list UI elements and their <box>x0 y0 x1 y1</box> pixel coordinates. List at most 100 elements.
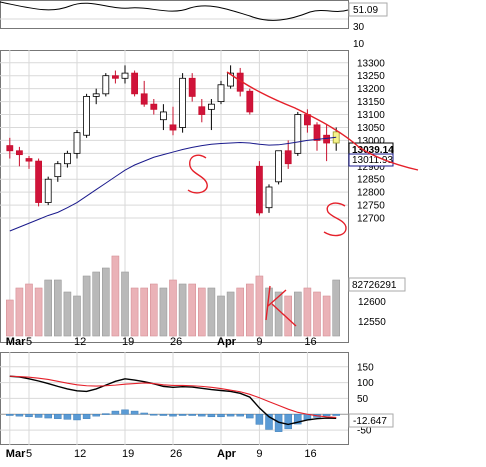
macd-histogram-bar <box>332 414 340 416</box>
macd-histogram-bar <box>294 414 302 425</box>
x-tick-label: Apr <box>217 336 237 348</box>
candle-body <box>131 72 139 95</box>
price-tick-label: 13100 <box>357 110 385 121</box>
candle-body <box>198 106 206 115</box>
last-price-label: 13039.14 <box>352 145 394 156</box>
volume-bar <box>150 283 158 337</box>
macd-histogram-bar <box>63 414 72 420</box>
macd-histogram-bar <box>246 414 254 419</box>
x-tick-label: 19 <box>122 448 134 460</box>
handwritten-annotations <box>187 71 419 327</box>
volume-tick-12600: 12600 <box>358 297 386 308</box>
top-indicator-tick-10: 10 <box>353 39 365 50</box>
candles <box>6 65 340 216</box>
candle-body <box>140 93 148 105</box>
macd-histogram-bar <box>217 414 225 418</box>
volume-bar <box>140 287 148 337</box>
price-tick-label: 13150 <box>357 97 385 108</box>
macd-line <box>9 375 337 426</box>
macd-grid <box>0 352 348 445</box>
top-indicator-value-box <box>348 2 388 17</box>
macd-histogram-bar <box>73 414 81 421</box>
x-tick-label: 19 <box>122 336 134 348</box>
macd-histogram-bar <box>25 414 33 418</box>
x-tick-label: Mar <box>6 448 26 460</box>
price-tick-label: 13000 <box>357 136 385 147</box>
volume-bar <box>44 279 53 337</box>
x-tick-label: Mar <box>6 336 26 348</box>
volume-bar <box>102 267 110 337</box>
candle-body <box>83 96 90 136</box>
candle-body <box>44 178 52 203</box>
macd-histogram-bar <box>265 414 273 430</box>
x-tick-label: 16 <box>304 336 316 348</box>
volume-bar <box>332 279 341 337</box>
volume-bar <box>121 271 129 337</box>
candle-body <box>159 111 167 121</box>
top-indicator-panel: 51.09 30 10 <box>0 0 388 50</box>
volume-bar <box>25 283 33 337</box>
volume-bar <box>246 283 254 337</box>
candle-body <box>217 84 225 102</box>
annotation-s-left <box>187 154 208 194</box>
volume-bar <box>15 287 24 337</box>
volume-bar <box>255 275 264 337</box>
candle-body <box>323 134 331 144</box>
volume-bar <box>207 287 216 337</box>
volume-bar <box>111 255 120 337</box>
ma-value-label: 13011.93 <box>352 155 393 166</box>
macd-histogram-bar <box>121 409 129 415</box>
volume-bar <box>198 287 206 337</box>
candle-body <box>25 158 33 162</box>
macd-tick-label: 50 <box>357 394 369 405</box>
candle-body <box>150 103 158 110</box>
x-tick-label: 5 <box>26 448 32 460</box>
price-tick-label: 13200 <box>357 84 385 95</box>
x-tick-label: 16 <box>304 448 316 460</box>
macd-histogram-bar <box>102 413 110 415</box>
candle-body <box>102 75 110 95</box>
candle-body <box>265 186 273 209</box>
candle-body <box>179 77 187 128</box>
macd-x-axis: Mar 5 12 19 26 Apr 9 16 <box>6 448 317 460</box>
macd-histogram-bar <box>159 414 168 416</box>
macd-histogram-bar <box>92 414 100 417</box>
macd-panel: 150 100 50 -50 -12.647 <box>0 352 394 445</box>
volume-bar <box>34 287 43 337</box>
x-tick-label: 5 <box>26 336 32 348</box>
price-tick-label: 12800 <box>357 188 385 199</box>
x-tick-label: 26 <box>170 336 182 348</box>
macd-histogram-bar <box>140 412 148 415</box>
candle-body <box>284 150 292 165</box>
macd-histogram-bar <box>236 414 244 417</box>
volume-tick-12550: 12550 <box>358 317 386 328</box>
macd-histogram-bar <box>15 414 24 417</box>
price-tick-label: 13050 <box>357 123 385 134</box>
volume-value-label: 82726291 <box>352 280 397 291</box>
price-x-axis: Mar 5 12 19 26 Apr 9 16 <box>6 336 317 348</box>
volume-bar <box>169 279 177 337</box>
candle-body <box>207 103 215 110</box>
macd-histogram-bar <box>6 414 14 416</box>
volume-bar <box>6 299 14 337</box>
volume-bar <box>188 283 196 337</box>
candle-body <box>227 72 235 87</box>
moving-average-line <box>9 136 337 232</box>
volume-bar <box>130 287 139 337</box>
macd-histogram-bar <box>130 410 139 415</box>
volume-bars <box>6 255 341 337</box>
macd-tick-label: 100 <box>357 378 374 389</box>
price-axis: 1270012750128001285012900129501300013050… <box>357 58 385 224</box>
candle-body <box>275 150 283 183</box>
macd-histogram-bar <box>54 414 62 419</box>
macd-histogram-bar <box>207 414 216 418</box>
macd-histogram-bar <box>178 414 187 416</box>
volume-bar <box>63 291 72 337</box>
annotation-k <box>265 285 297 327</box>
macd-histogram-bar <box>284 414 292 430</box>
candle-body <box>73 132 81 154</box>
volume-bar <box>265 287 273 337</box>
price-tick-label: 12700 <box>357 214 385 225</box>
volume-bar <box>236 287 244 337</box>
